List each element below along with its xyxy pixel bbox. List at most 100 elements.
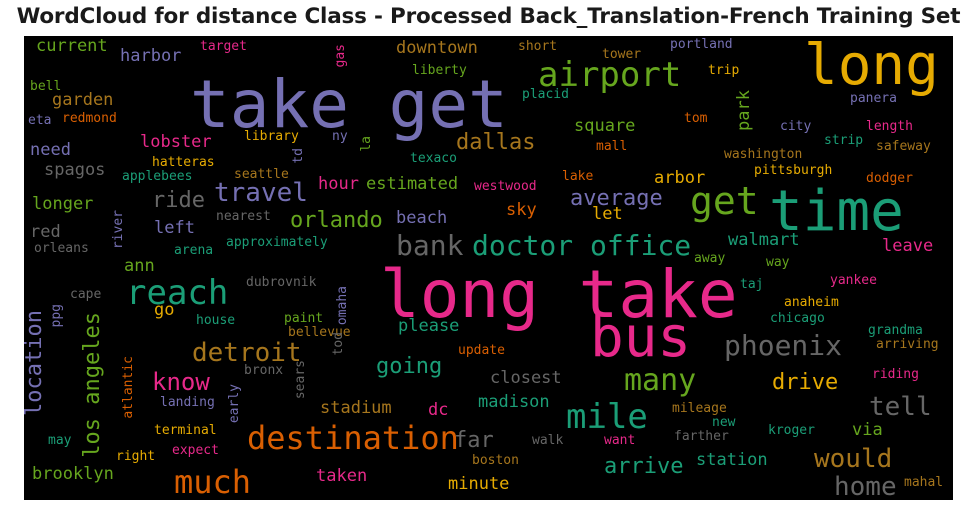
word-house: house <box>196 313 236 328</box>
word-may: may <box>48 433 72 448</box>
word-mileage: mileage <box>672 401 727 416</box>
word-spagos: spagos <box>44 160 106 180</box>
word-station: station <box>696 450 768 470</box>
word-lobster: lobster <box>140 132 212 152</box>
word-reach: reach <box>126 273 229 313</box>
word-average: average <box>570 186 663 211</box>
word-arbor: arbor <box>654 168 706 188</box>
word-library: library <box>244 129 299 144</box>
word-harbor: harbor <box>120 46 182 66</box>
word-gas: gas <box>333 44 348 68</box>
word-far: far <box>454 428 494 453</box>
word-going: going <box>376 354 443 379</box>
word-farther: farther <box>674 429 729 444</box>
word-detroit: detroit <box>192 338 302 368</box>
word-drive: drive <box>772 370 839 395</box>
word-ny: ny <box>332 129 348 144</box>
word-right: right <box>116 449 156 464</box>
word-long-take: long take <box>380 256 738 333</box>
word-omaha: omaha <box>335 286 350 326</box>
word-bell: bell <box>30 79 62 94</box>
word-safeway: safeway <box>876 139 931 154</box>
word-texaco: texaco <box>410 151 457 166</box>
word-sears: sears <box>293 360 308 400</box>
word-grandma: grandma <box>868 323 923 338</box>
word-river: river <box>111 210 126 250</box>
word-ride: ride <box>152 188 205 213</box>
word-tom: tom <box>684 111 708 126</box>
word-paint: paint <box>284 311 324 326</box>
word-mall: mall <box>596 139 628 154</box>
word-placid: placid <box>522 87 569 102</box>
word-travel: travel <box>214 178 308 208</box>
word-away: away <box>694 251 726 266</box>
word-orlando: orlando <box>290 208 383 233</box>
word-bellevue: bellevue <box>288 325 351 340</box>
word-boston: boston <box>472 453 519 468</box>
word-time: time <box>769 179 904 244</box>
word-destination: destination <box>247 419 459 457</box>
word-expect: expect <box>172 443 219 458</box>
word-ann: ann <box>124 256 155 276</box>
word-brooklyn: brooklyn <box>32 464 114 484</box>
word-tell: tell <box>869 392 932 422</box>
word-know: know <box>152 368 210 396</box>
word-liberty: liberty <box>412 63 467 78</box>
word-leave: leave <box>882 236 934 256</box>
word-orleans: orleans <box>34 241 89 256</box>
word-closest: closest <box>490 368 562 388</box>
word-short: short <box>518 39 558 54</box>
word-longer: longer <box>32 194 94 214</box>
word-pittsburgh: pittsburgh <box>754 163 833 178</box>
word-ppg: ppg <box>49 304 64 328</box>
word-walmart: walmart <box>728 230 800 250</box>
word-strip: strip <box>824 133 864 148</box>
word-stadium: stadium <box>320 398 392 418</box>
word-arrive: arrive <box>604 454 684 479</box>
word-downtown: downtown <box>396 38 478 58</box>
word-redmond: redmond <box>62 111 117 126</box>
word-phoenix: phoenix <box>724 329 843 362</box>
word-mahal: mahal <box>904 475 944 490</box>
word-atlantic: atlantic <box>121 356 136 419</box>
word-minute: minute <box>448 474 510 494</box>
chart-title: WordCloud for distance Class - Processed… <box>16 4 961 29</box>
word-walk: walk <box>532 433 564 448</box>
word-eta: eta <box>28 113 52 128</box>
word-early: early <box>227 384 242 424</box>
word-washington: washington <box>724 147 803 162</box>
word-hour: hour <box>318 174 359 194</box>
word-long: long <box>804 36 939 98</box>
word-doctor-office: doctor office <box>472 229 692 262</box>
word-way: way <box>766 255 790 270</box>
word-approximately: approximately <box>226 235 328 250</box>
word-td: td <box>291 148 306 164</box>
word-airport: airport <box>538 55 682 95</box>
word-current: current <box>36 36 108 56</box>
word-left: left <box>154 218 195 238</box>
word-tod: tod <box>331 332 346 356</box>
word-applebees: applebees <box>122 169 193 184</box>
word-panera: panera <box>850 91 897 106</box>
word-landing: landing <box>160 395 215 410</box>
word-park: park <box>734 90 754 131</box>
word-city: city <box>780 119 812 134</box>
word-kroger: kroger <box>768 423 815 438</box>
word-want: want <box>604 433 636 448</box>
word-seattle: seattle <box>234 167 289 182</box>
word-need: need <box>30 140 71 160</box>
word-let: let <box>592 204 623 224</box>
word-madison: madison <box>478 392 550 412</box>
word-westwood: westwood <box>474 179 537 194</box>
word-much: much <box>174 463 252 500</box>
word-cloud: long take take get long time bus airport get do… <box>24 36 953 500</box>
word-location: location <box>24 310 47 416</box>
word-new: new <box>712 415 736 430</box>
word-dubrovnik: dubrovnik <box>246 275 317 290</box>
word-chicago: chicago <box>770 311 825 326</box>
word-length: length <box>866 119 913 134</box>
word-hatteras: hatteras <box>152 155 215 170</box>
word-via: via <box>852 420 883 440</box>
word-square: square <box>574 116 636 136</box>
word-taken: taken <box>316 466 368 486</box>
